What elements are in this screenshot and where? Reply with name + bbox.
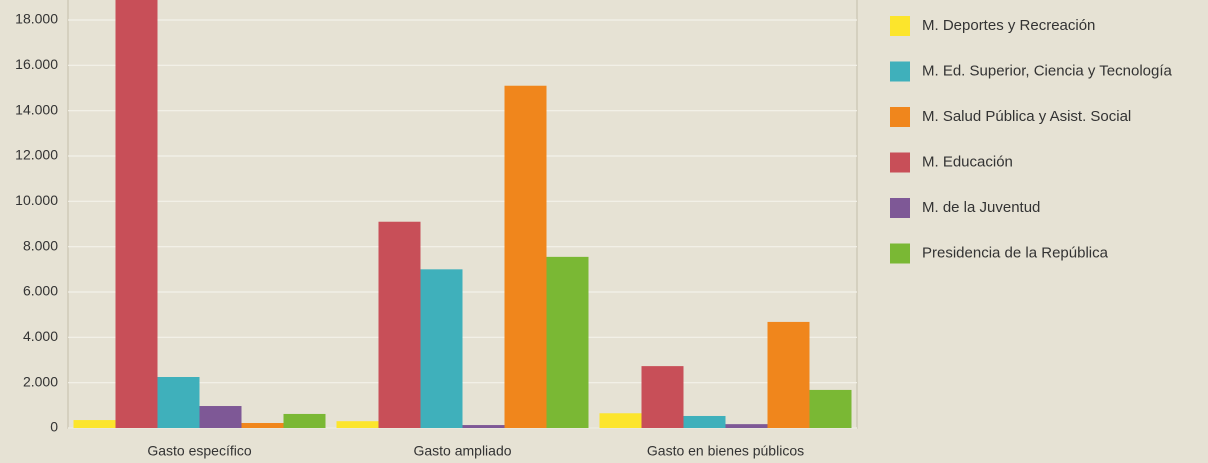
y-tick-label: 4.000 bbox=[23, 328, 58, 344]
bar bbox=[420, 269, 463, 428]
bar bbox=[546, 256, 589, 428]
y-tick-label: 10.000 bbox=[15, 192, 58, 208]
bar bbox=[283, 413, 326, 428]
legend-swatch bbox=[890, 107, 910, 127]
legend-label: M. de la Juventud bbox=[922, 199, 1040, 216]
x-tick-label: Gasto en bienes públicos bbox=[647, 443, 804, 459]
y-tick-label: 18.000 bbox=[15, 11, 58, 27]
bar bbox=[378, 221, 421, 428]
y-tick-label: 6.000 bbox=[23, 283, 58, 299]
bar bbox=[767, 321, 810, 428]
bar bbox=[725, 424, 768, 428]
bar bbox=[336, 421, 379, 428]
legend-label: M. Ed. Superior, Ciencia y Tecnología bbox=[922, 62, 1173, 79]
bar bbox=[809, 389, 852, 428]
y-tick-label: 0 bbox=[50, 419, 58, 435]
y-tick-label: 2.000 bbox=[23, 373, 58, 389]
bar bbox=[73, 420, 116, 428]
y-tick-label: 14.000 bbox=[15, 101, 58, 117]
bar bbox=[115, 0, 158, 428]
legend-swatch bbox=[890, 198, 910, 218]
legend-swatch bbox=[890, 61, 910, 82]
bar bbox=[641, 366, 684, 428]
bar bbox=[241, 423, 284, 428]
bar bbox=[157, 377, 200, 428]
legend-label: Presidencia de la República bbox=[922, 244, 1109, 261]
x-tick-label: Gasto específico bbox=[147, 443, 251, 459]
bar bbox=[599, 413, 642, 428]
bar bbox=[199, 406, 242, 428]
bar bbox=[462, 425, 505, 428]
y-tick-label: 8.000 bbox=[23, 237, 58, 253]
bar bbox=[683, 415, 726, 428]
legend-swatch bbox=[890, 152, 910, 173]
y-tick-label: 16.000 bbox=[15, 56, 58, 72]
x-tick-label: Gasto ampliado bbox=[413, 443, 511, 459]
bar bbox=[504, 85, 547, 428]
legend-label: M. Deportes y Recreación bbox=[922, 17, 1095, 34]
legend-label: M. Salud Pública y Asist. Social bbox=[922, 108, 1131, 125]
legend-label: M. Educación bbox=[922, 153, 1013, 170]
y-tick-label: 12.000 bbox=[15, 147, 58, 163]
legend-swatch bbox=[890, 16, 910, 36]
legend-swatch bbox=[890, 243, 910, 264]
